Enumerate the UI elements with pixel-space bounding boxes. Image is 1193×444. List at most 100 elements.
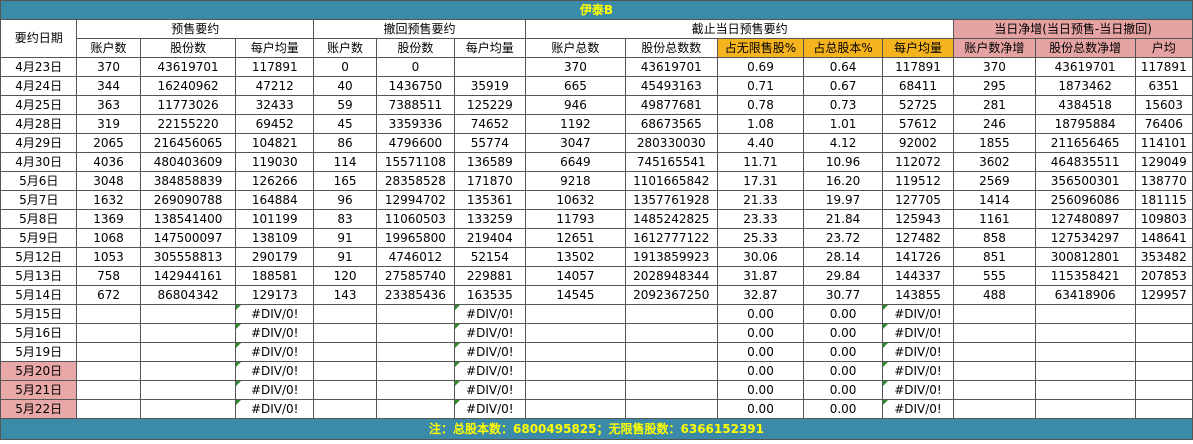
table-cell[interactable]: 32433 <box>235 95 314 115</box>
table-cell[interactable]: 219404 <box>453 228 526 248</box>
date-column-header[interactable]: 要约日期 <box>0 19 78 58</box>
table-cell[interactable]: 136589 <box>453 152 526 172</box>
table-cell[interactable]: 144337 <box>881 266 955 286</box>
date-cell[interactable]: 5月16日 <box>0 323 78 343</box>
table-cell[interactable]: 1414 <box>953 190 1036 210</box>
table-cell[interactable] <box>312 342 378 362</box>
table-cell[interactable]: 91 <box>312 247 378 267</box>
table-cell[interactable]: 0.71 <box>716 76 805 96</box>
table-cell[interactable]: #DIV/0! <box>453 361 526 381</box>
table-cell[interactable]: 665 <box>524 76 626 96</box>
table-cell[interactable]: 1.01 <box>803 114 883 134</box>
table-cell[interactable]: 0.67 <box>803 76 883 96</box>
group-header-net[interactable]: 当日净增(当日预售-当日撤回) <box>953 19 1193 39</box>
table-cell[interactable]: 28.14 <box>803 247 883 267</box>
date-cell[interactable]: 5月21日 <box>0 380 78 400</box>
table-cell[interactable]: 281 <box>953 95 1036 115</box>
table-cell[interactable]: 63418906 <box>1034 285 1136 305</box>
table-cell[interactable]: 68673565 <box>624 114 718 134</box>
table-cell[interactable]: 15603 <box>1134 95 1193 115</box>
table-cell[interactable]: 480403609 <box>139 152 237 172</box>
table-cell[interactable]: 19.97 <box>803 190 883 210</box>
table-cell[interactable]: 59 <box>312 95 378 115</box>
table-cell[interactable]: 35919 <box>453 76 526 96</box>
group-header-withdraw[interactable]: 撤回预售要约 <box>312 19 526 39</box>
table-cell[interactable]: 1436750 <box>376 76 455 96</box>
date-cell[interactable]: 5月22日 <box>0 399 78 419</box>
table-cell[interactable]: 14057 <box>524 266 626 286</box>
table-cell[interactable] <box>453 57 526 77</box>
table-cell[interactable]: #DIV/0! <box>235 304 314 324</box>
table-cell[interactable]: 2028948344 <box>624 266 718 286</box>
date-cell[interactable]: 4月23日 <box>0 57 78 77</box>
table-cell[interactable]: 109803 <box>1134 209 1193 229</box>
table-cell[interactable]: 269090788 <box>139 190 237 210</box>
table-cell[interactable]: 23.33 <box>716 209 805 229</box>
table-cell[interactable]: 117891 <box>235 57 314 77</box>
table-cell[interactable] <box>312 304 378 324</box>
table-cell[interactable]: 858 <box>953 228 1036 248</box>
table-cell[interactable]: 353482 <box>1134 247 1193 267</box>
table-cell[interactable]: 4384518 <box>1034 95 1136 115</box>
table-cell[interactable]: 290179 <box>235 247 314 267</box>
table-cell[interactable]: 1632 <box>76 190 141 210</box>
table-cell[interactable]: 31.87 <box>716 266 805 286</box>
table-cell[interactable] <box>624 304 718 324</box>
table-cell[interactable] <box>76 399 141 419</box>
table-cell[interactable]: 104821 <box>235 133 314 153</box>
table-cell[interactable]: 49877681 <box>624 95 718 115</box>
table-cell[interactable]: 555 <box>953 266 1036 286</box>
table-cell[interactable]: 6351 <box>1134 76 1193 96</box>
table-cell[interactable]: 305558813 <box>139 247 237 267</box>
table-cell[interactable]: 47212 <box>235 76 314 96</box>
table-cell[interactable]: 12994702 <box>376 190 455 210</box>
column-header[interactable]: 账户数 <box>312 38 378 58</box>
table-cell[interactable]: 115358421 <box>1034 266 1136 286</box>
date-cell[interactable]: 5月15日 <box>0 304 78 324</box>
table-cell[interactable]: 1068 <box>76 228 141 248</box>
table-cell[interactable]: #DIV/0! <box>453 342 526 362</box>
table-cell[interactable]: 370 <box>524 57 626 77</box>
date-cell[interactable]: 4月24日 <box>0 76 78 96</box>
table-cell[interactable]: 12651 <box>524 228 626 248</box>
table-cell[interactable] <box>1134 380 1193 400</box>
table-cell[interactable]: 138541400 <box>139 209 237 229</box>
table-cell[interactable]: 83 <box>312 209 378 229</box>
date-cell[interactable]: 4月28日 <box>0 114 78 134</box>
table-cell[interactable] <box>624 342 718 362</box>
table-cell[interactable]: 18795884 <box>1034 114 1136 134</box>
table-cell[interactable]: 0.00 <box>803 304 883 324</box>
table-cell[interactable]: 1873462 <box>1034 76 1136 96</box>
table-cell[interactable]: 0.73 <box>803 95 883 115</box>
table-cell[interactable]: 344 <box>76 76 141 96</box>
table-cell[interactable]: 40 <box>312 76 378 96</box>
column-header[interactable]: 每户均量 <box>453 38 526 58</box>
table-cell[interactable] <box>76 380 141 400</box>
table-cell[interactable] <box>524 361 626 381</box>
table-cell[interactable] <box>1034 304 1136 324</box>
table-cell[interactable]: 92002 <box>881 133 955 153</box>
table-cell[interactable]: #DIV/0! <box>881 399 955 419</box>
table-cell[interactable] <box>524 342 626 362</box>
table-cell[interactable]: 9218 <box>524 171 626 191</box>
table-cell[interactable]: 164884 <box>235 190 314 210</box>
table-cell[interactable]: 363 <box>76 95 141 115</box>
table-cell[interactable]: 17.31 <box>716 171 805 191</box>
table-cell[interactable]: 280330030 <box>624 133 718 153</box>
table-cell[interactable]: 0.00 <box>803 361 883 381</box>
group-header-presale[interactable]: 预售要约 <box>76 19 314 39</box>
table-cell[interactable]: 2569 <box>953 171 1036 191</box>
table-cell[interactable] <box>524 304 626 324</box>
table-cell[interactable]: 4746012 <box>376 247 455 267</box>
table-cell[interactable]: 1192 <box>524 114 626 134</box>
table-cell[interactable] <box>1134 304 1193 324</box>
table-cell[interactable]: 142944161 <box>139 266 237 286</box>
table-cell[interactable]: 300812801 <box>1034 247 1136 267</box>
date-cell[interactable]: 4月25日 <box>0 95 78 115</box>
table-cell[interactable]: 16.20 <box>803 171 883 191</box>
table-cell[interactable] <box>524 323 626 343</box>
table-cell[interactable]: 148641 <box>1134 228 1193 248</box>
table-cell[interactable]: 127705 <box>881 190 955 210</box>
column-header[interactable]: 户均 <box>1134 38 1193 58</box>
table-cell[interactable] <box>1034 342 1136 362</box>
